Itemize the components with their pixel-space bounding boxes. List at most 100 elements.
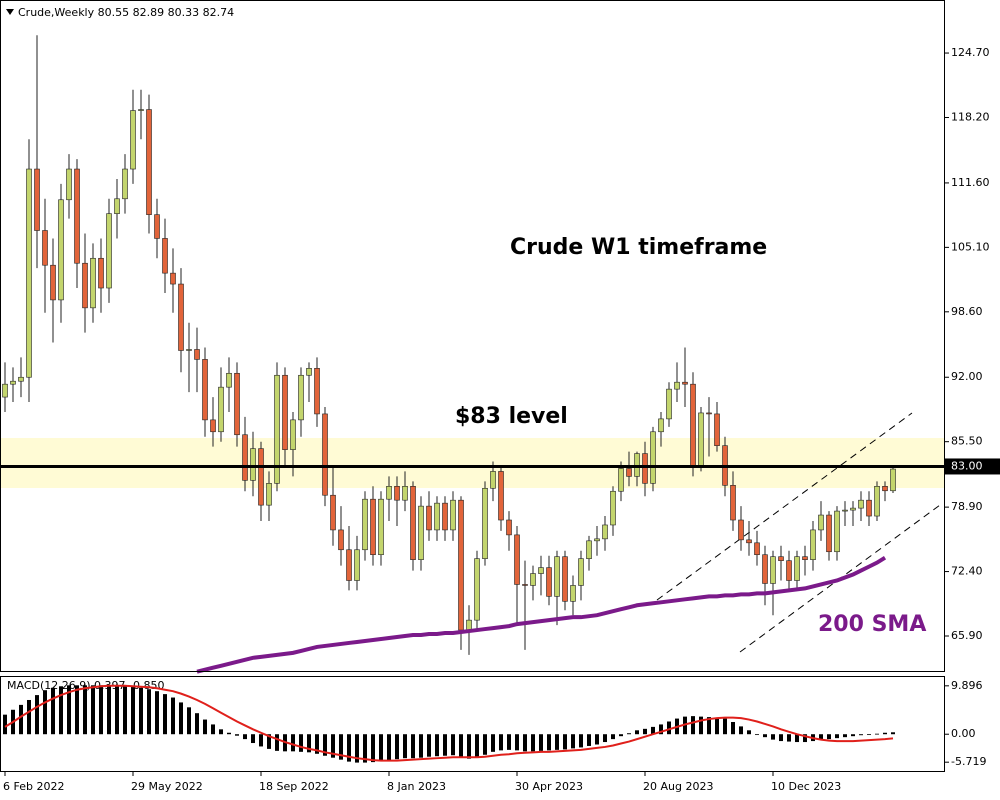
candle-body [234, 372, 240, 436]
macd-bar [651, 726, 655, 735]
macd-bar [803, 734, 807, 743]
macd-bar [451, 734, 455, 756]
macd-bar [827, 734, 831, 740]
macd-bar [755, 734, 759, 736]
macd-bar [267, 734, 271, 749]
macd-bar [587, 734, 591, 746]
candle-body [618, 468, 624, 492]
candle-body [810, 529, 816, 560]
macd-bar [627, 733, 631, 735]
macd-bar [843, 734, 847, 738]
macd-bar [251, 734, 255, 744]
macd-bar [307, 734, 311, 753]
y-tick-label: 72.40 [951, 565, 983, 578]
macd-bar [131, 686, 135, 735]
candle-body [602, 524, 608, 540]
candle-body [194, 349, 200, 360]
macd-bar [443, 734, 447, 756]
macd-bar [883, 732, 887, 735]
candle-body [170, 272, 176, 285]
candle-body [386, 486, 392, 500]
macd-bar [331, 734, 335, 758]
y-tick-label: 78.90 [951, 500, 983, 513]
candle-body [650, 431, 656, 484]
candle-body [778, 556, 784, 561]
candle-body [426, 505, 432, 531]
macd-bar [659, 724, 663, 735]
candle-body [754, 542, 760, 556]
candle-body [42, 230, 48, 266]
level-zone [0, 438, 944, 488]
y-tick-label: 9.896 [951, 679, 983, 692]
channel-line [656, 412, 913, 601]
candle-body [26, 168, 32, 378]
macd-bar [483, 734, 487, 755]
macd-bar [635, 730, 639, 735]
macd-bar [795, 734, 799, 743]
macd-bar [35, 695, 39, 735]
macd-bar [243, 734, 247, 740]
candle-body [482, 487, 488, 559]
candle-body [786, 560, 792, 581]
candle-body [50, 264, 56, 301]
candle-body [458, 499, 464, 631]
macd-bar [691, 716, 695, 735]
macd-bar [163, 694, 167, 735]
x-tick-label: 18 Sep 2022 [259, 780, 329, 793]
candle-body [738, 519, 744, 541]
macd-bar [3, 714, 7, 735]
candle-body [442, 502, 448, 531]
candle-body [706, 412, 712, 415]
candle-body [66, 168, 72, 201]
macd-bar [107, 685, 111, 735]
macd-bar [523, 734, 527, 752]
macd-bar [867, 734, 871, 736]
macd-bar [459, 734, 463, 757]
candle-body [818, 514, 824, 531]
macd-bar [571, 734, 575, 749]
macd-bar [611, 734, 615, 740]
menu-triangle[interactable] [6, 9, 14, 15]
candle-body [82, 262, 88, 309]
candle-body [18, 376, 24, 382]
candle-body [802, 556, 808, 560]
candle-body [178, 283, 184, 351]
candle-body [498, 471, 504, 521]
macd-bar [419, 734, 423, 758]
macd-bar [619, 734, 623, 737]
macd-bar [547, 734, 551, 751]
macd-bar [371, 734, 375, 763]
candle-body [826, 514, 832, 553]
candle-body [466, 619, 472, 631]
macd-bar [747, 730, 751, 735]
macd-bar [99, 685, 103, 735]
macd-bar [427, 734, 431, 757]
macd-bar [75, 685, 79, 735]
candle-body [842, 509, 848, 512]
y-tick-label: 65.90 [951, 629, 983, 642]
macd-bar [643, 728, 647, 735]
candle-body [130, 110, 136, 170]
candle-body [90, 257, 96, 309]
macd-bar [603, 734, 607, 743]
y-tick-label: 0.00 [951, 727, 976, 740]
macd-bar [291, 734, 295, 752]
macd-bar [739, 726, 743, 735]
candle-body [866, 499, 872, 517]
candle-body [98, 257, 104, 289]
candle-body [290, 419, 296, 450]
macd-bar [275, 734, 279, 751]
macd-bar [355, 734, 359, 763]
candle-body [474, 558, 480, 621]
macd-bar [123, 686, 127, 735]
candle-body [730, 485, 736, 521]
candle-body [610, 490, 616, 526]
macd-bar [59, 686, 63, 735]
x-tick-label: 6 Feb 2022 [3, 780, 64, 793]
macd-bar [187, 707, 191, 735]
macd-bar [147, 689, 151, 735]
candle-body [714, 413, 720, 446]
macd-bar [715, 717, 719, 735]
candle-body [34, 168, 40, 231]
level-tag [945, 458, 1000, 475]
